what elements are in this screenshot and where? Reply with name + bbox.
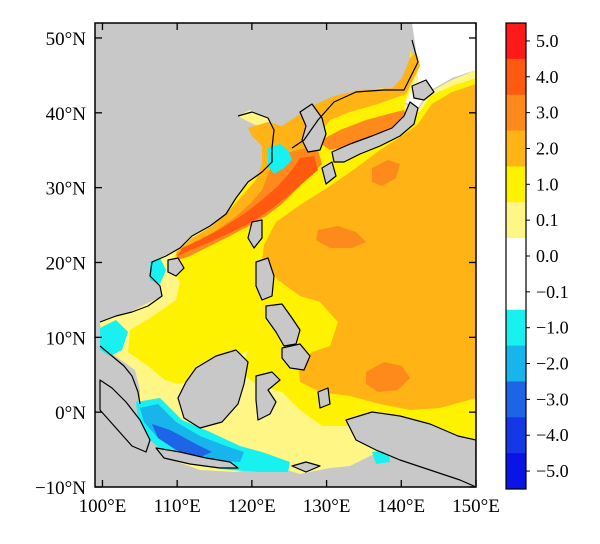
colorbar-bin <box>506 238 526 275</box>
x-tick-label: 150°E <box>452 496 500 517</box>
sea-region-red-orange <box>178 156 318 256</box>
y-axis: 50°N 40°N 30°N 20°N 10°N 0°N −10°N <box>35 29 476 499</box>
land-borneo <box>177 349 249 429</box>
colorbar-label: 0.0 <box>536 246 559 266</box>
colorbar-label: −1.0 <box>536 318 569 338</box>
colorbar-bin <box>506 453 526 490</box>
colorbar-bin <box>506 130 526 167</box>
sea-region-cyan-gulf-thailand <box>100 320 128 356</box>
x-tick-label: 110°E <box>154 496 201 517</box>
x-tick-label: 130°E <box>303 496 351 517</box>
y-tick-label: −10°N <box>35 478 86 499</box>
land-sulawesi <box>255 371 281 421</box>
sea-region-dark-orange-south <box>366 362 410 392</box>
land-taiwan <box>247 219 263 249</box>
colorbar-bin <box>506 166 526 203</box>
land-timor <box>291 461 321 473</box>
colorbar-bin <box>506 381 526 418</box>
sea-region-cyan-bohai <box>268 144 292 174</box>
sea-region-dark-orange-east-china <box>176 148 322 260</box>
land-japan-honshu <box>331 101 419 163</box>
colorbar-label: 0.1 <box>536 210 559 230</box>
x-tick-label: 100°E <box>79 496 127 517</box>
sea-region-blue-java <box>140 404 244 462</box>
y-tick-label: 30°N <box>46 179 87 200</box>
y-tick-label: 50°N <box>46 29 87 50</box>
coastline-indochina <box>99 345 141 405</box>
land-halmahera <box>317 387 331 409</box>
sea-region-cyan-tonkin <box>150 258 166 284</box>
map-plot-area <box>95 23 476 487</box>
land-sumatra <box>99 379 151 453</box>
sea-anomaly-regions <box>100 40 476 474</box>
y-tick-label: 0°N <box>55 403 86 424</box>
colorbar-label: −5.0 <box>536 461 569 481</box>
colorbar-bin <box>506 23 526 60</box>
land-japan-hokkaido <box>411 79 435 101</box>
colorbar-label: −4.0 <box>536 425 569 445</box>
sea-region-orange <box>262 84 476 410</box>
colorbar-bin <box>506 309 526 347</box>
x-tick-label: 120°E <box>228 496 276 517</box>
colorbar-bin <box>506 202 526 239</box>
sea-region-dark-orange-mid <box>316 226 366 248</box>
land-philippines-luzon <box>255 257 275 301</box>
colorbar-bin <box>506 94 526 132</box>
colorbar-label: 4.0 <box>536 67 559 87</box>
colorbar-label: −2.0 <box>536 354 569 374</box>
sea-region-dark-orange-kuroshio <box>372 160 400 186</box>
colorbar-label: 5.0 <box>536 31 559 51</box>
coastline-mainland <box>99 111 275 323</box>
sea-region-deep-blue-java <box>152 424 212 458</box>
colorbar-label: −0.1 <box>536 282 569 302</box>
y-tick-label: 20°N <box>46 253 87 274</box>
land-java <box>155 447 239 469</box>
y-tick-label: 40°N <box>46 104 87 125</box>
land-hainan <box>167 257 185 277</box>
colorbar-bin <box>506 273 526 311</box>
land-new-guinea <box>345 411 476 487</box>
colorbar: 5.0 4.0 3.0 2.0 1.0 0.1 0.0 −0.1 −1.0 −2.0 −3.0 −4.… <box>505 22 569 490</box>
colorbar-label: 3.0 <box>536 103 559 123</box>
y-tick-label: 10°N <box>46 328 87 349</box>
land-kyushu <box>321 161 337 185</box>
x-tick-label: 140°E <box>377 496 425 517</box>
plot-frame <box>94 22 477 488</box>
colorbar-label: −3.0 <box>536 389 569 409</box>
coastline-korea-west <box>291 39 419 149</box>
colorbar-bin <box>506 345 526 382</box>
land-philippines-visayas <box>265 303 301 347</box>
land-masses <box>99 79 476 487</box>
colorbar-label: 2.0 <box>536 138 559 158</box>
sea-region-dark-orange-japan <box>318 110 408 150</box>
colorbar-bin <box>506 417 526 454</box>
colorbar-label: 1.0 <box>536 174 559 194</box>
colorbar-bin <box>506 58 526 96</box>
x-axis: 100°E 110°E 120°E 130°E 140°E 150°E <box>79 23 500 517</box>
land-mindanao <box>281 343 311 371</box>
